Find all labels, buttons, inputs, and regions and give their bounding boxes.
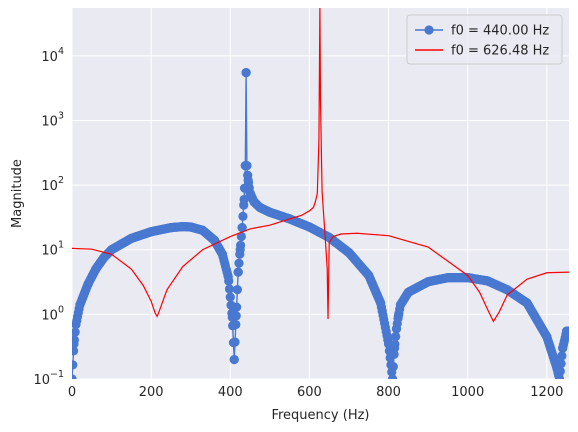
- series-marker: [232, 285, 242, 295]
- y-tick-label: 100: [41, 304, 64, 323]
- data-point: [364, 270, 374, 281]
- data-point: [223, 272, 233, 282]
- data-point: [237, 223, 247, 233]
- data-point: [387, 374, 398, 379]
- y-tick-label: 103: [41, 110, 64, 129]
- data-point: [235, 245, 245, 255]
- data-point: [239, 194, 249, 205]
- data-point: [229, 354, 239, 365]
- data-point: [233, 267, 243, 277]
- data-point: [72, 319, 81, 329]
- data-point: [542, 332, 552, 342]
- x-tick-label: 200: [139, 385, 164, 400]
- data-point: [423, 277, 433, 287]
- x-tick-label: 1000: [451, 385, 484, 400]
- legend-marker: [424, 25, 434, 35]
- y-tick-label: 102: [41, 175, 64, 194]
- y-tick-label: 10−1: [33, 369, 64, 388]
- y-tick-label: 101: [41, 240, 64, 259]
- data-point: [395, 300, 406, 310]
- data-point: [564, 326, 569, 336]
- x-tick-label: 1200: [530, 385, 563, 400]
- data-point: [146, 227, 156, 237]
- data-point: [393, 311, 404, 321]
- data-point: [197, 225, 208, 235]
- series-layer: [72, 8, 569, 379]
- data-point: [552, 363, 562, 373]
- series-marker: [231, 319, 241, 330]
- data-point: [443, 273, 453, 283]
- data-point: [166, 223, 176, 233]
- data-point: [72, 339, 79, 349]
- data-point: [241, 68, 251, 78]
- data-point: [255, 202, 265, 213]
- x-axis-label: Frequency (Hz): [271, 408, 369, 423]
- legend-label: f0 = 626.48 Hz: [451, 44, 549, 59]
- data-point: [83, 279, 93, 290]
- data-point: [72, 374, 77, 379]
- data-point: [304, 222, 315, 232]
- series-marker: [557, 351, 567, 361]
- data-point: [106, 245, 117, 255]
- series-line: [72, 8, 569, 323]
- data-point: [249, 197, 259, 207]
- series-marker: [388, 362, 398, 372]
- legend-box: [406, 14, 563, 65]
- y-axis-label: Magnitude: [10, 159, 25, 228]
- data-point: [482, 276, 493, 286]
- data-point: [186, 222, 196, 232]
- series-marker: [72, 360, 78, 370]
- legend: f0 = 440.00 Hz f0 = 626.48 Hz: [406, 14, 563, 65]
- data-point: [231, 311, 241, 321]
- series-marker: [72, 327, 80, 337]
- series-marker: [224, 284, 235, 294]
- y-tick-labels: 10−1 100 101 102 103 104: [33, 46, 64, 388]
- series-marker: [230, 337, 240, 347]
- data-point: [217, 249, 227, 259]
- data-point: [522, 298, 532, 308]
- data-point: [99, 253, 109, 263]
- series-marker: [236, 231, 246, 242]
- series-marker: [72, 346, 79, 356]
- x-tick-label: 600: [297, 385, 322, 400]
- data-point: [558, 343, 568, 353]
- x-tick-label: 0: [68, 385, 76, 400]
- data-point: [403, 287, 413, 297]
- y-tick-label: 104: [41, 46, 64, 65]
- series-marker: [225, 292, 235, 302]
- data-point: [245, 188, 255, 198]
- data-point: [554, 374, 565, 379]
- data-point: [178, 222, 188, 232]
- series-marker: [238, 211, 248, 221]
- data-point: [502, 285, 512, 295]
- data-point: [376, 298, 386, 308]
- data-point: [391, 324, 402, 334]
- series-marker: [391, 331, 401, 342]
- x-tick-label: 800: [376, 385, 401, 400]
- series-marker: [232, 302, 242, 312]
- data-point: [344, 248, 354, 258]
- data-point: [389, 343, 400, 353]
- data-point: [463, 273, 473, 283]
- data-point: [91, 264, 101, 274]
- x-tick-labels: 0 200 400 600 800 1000 1200: [68, 385, 564, 400]
- data-point: [242, 161, 252, 171]
- legend-label: f0 = 440.00 Hz: [451, 24, 549, 39]
- x-tick-label: 400: [218, 385, 243, 400]
- grid: [71, 8, 569, 380]
- data-point: [75, 300, 85, 310]
- data-point: [126, 233, 136, 243]
- data-point: [243, 175, 253, 185]
- data-point: [265, 207, 275, 217]
- series-marker: [234, 258, 244, 268]
